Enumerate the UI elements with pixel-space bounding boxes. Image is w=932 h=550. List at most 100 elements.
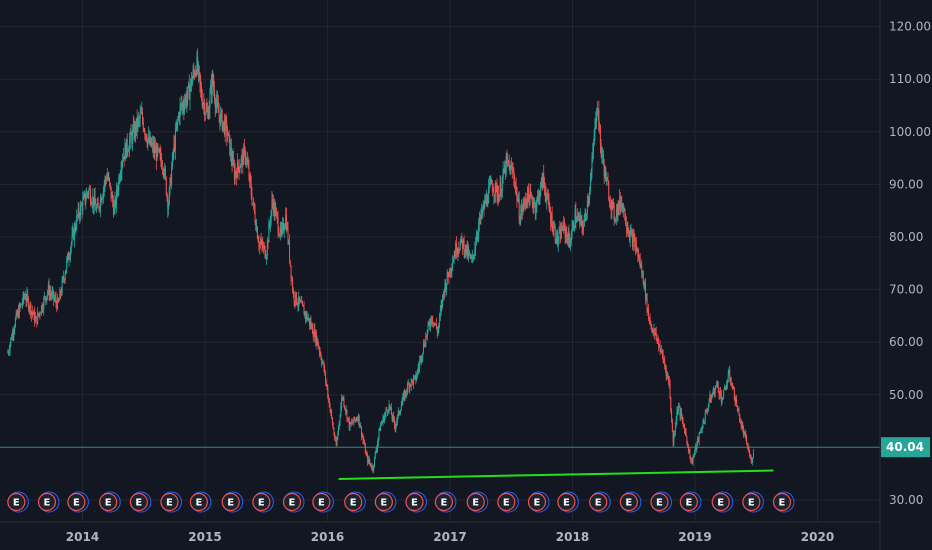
candle (459, 239, 461, 251)
candle (432, 315, 434, 328)
candle (668, 375, 670, 386)
candle (37, 307, 39, 325)
candle (689, 446, 691, 460)
candle (294, 300, 296, 309)
earnings-marker: E (650, 491, 672, 513)
candle (101, 197, 103, 206)
candle (407, 378, 409, 385)
candle (331, 409, 333, 420)
candle (307, 317, 309, 321)
candle (237, 159, 239, 173)
earnings-marker: E (189, 491, 212, 513)
candle (588, 196, 590, 207)
candle (599, 121, 601, 134)
candle (282, 216, 284, 235)
candle (698, 432, 700, 446)
candle (34, 306, 36, 327)
candle (181, 101, 183, 116)
candle (289, 260, 291, 267)
candle (713, 386, 715, 395)
candle (360, 421, 362, 429)
candle (226, 115, 228, 147)
candle (526, 192, 528, 209)
candle (667, 372, 669, 380)
candle (397, 407, 399, 419)
candle (158, 147, 160, 154)
candle (16, 310, 18, 317)
candle (474, 241, 476, 260)
candle (463, 235, 465, 259)
earnings-marker: E (37, 491, 60, 513)
candle (316, 335, 318, 350)
candle (302, 300, 304, 307)
candle (457, 247, 459, 262)
candle (140, 106, 142, 115)
candle (601, 146, 603, 164)
candle (321, 358, 323, 365)
candle (43, 295, 45, 316)
earnings-marker-label: E (195, 498, 202, 509)
candle (161, 160, 163, 176)
candle (460, 236, 462, 245)
candle (511, 162, 513, 179)
candle (200, 74, 202, 98)
candle (12, 326, 14, 342)
candle (423, 339, 425, 348)
candle (117, 182, 119, 197)
candle (301, 295, 303, 303)
candle (275, 202, 277, 217)
candle (24, 290, 26, 301)
candle (436, 326, 438, 339)
candle (395, 423, 397, 433)
candle (152, 135, 154, 158)
candle (456, 247, 458, 257)
candle (626, 222, 628, 234)
candle (618, 200, 620, 216)
candle (441, 299, 443, 312)
candle (217, 91, 219, 109)
candle (215, 94, 217, 114)
candle (61, 275, 63, 296)
candle (378, 427, 380, 441)
candle (735, 394, 737, 406)
candle (506, 149, 508, 166)
candle (122, 153, 124, 169)
candle (442, 291, 444, 302)
earnings-marker-label: E (44, 498, 51, 509)
candle (465, 244, 467, 257)
candle (211, 69, 213, 104)
earnings-marker-label: E (411, 498, 418, 509)
candle (223, 113, 225, 137)
candle (331, 417, 333, 426)
candle (644, 279, 646, 292)
candle (485, 194, 487, 204)
candle (213, 81, 215, 105)
candle (297, 297, 299, 312)
candle (40, 312, 42, 315)
candle (473, 254, 475, 261)
candle (229, 135, 231, 157)
candle (142, 117, 144, 133)
candle (243, 138, 245, 157)
candle (359, 424, 361, 428)
candle (83, 191, 85, 201)
candle (266, 237, 268, 260)
candle (28, 305, 30, 314)
candle (625, 213, 627, 226)
candle (494, 194, 496, 203)
candle (202, 101, 204, 110)
earnings-marker: E (99, 491, 121, 513)
candle (553, 220, 555, 237)
candle (581, 214, 583, 234)
candle (36, 316, 38, 328)
candle (375, 447, 377, 454)
candle (671, 408, 673, 424)
candle (339, 413, 341, 427)
candle (232, 148, 234, 166)
candle (723, 389, 725, 400)
candle (59, 286, 61, 301)
candle (608, 180, 610, 202)
candle (93, 188, 95, 214)
candle (248, 159, 250, 182)
